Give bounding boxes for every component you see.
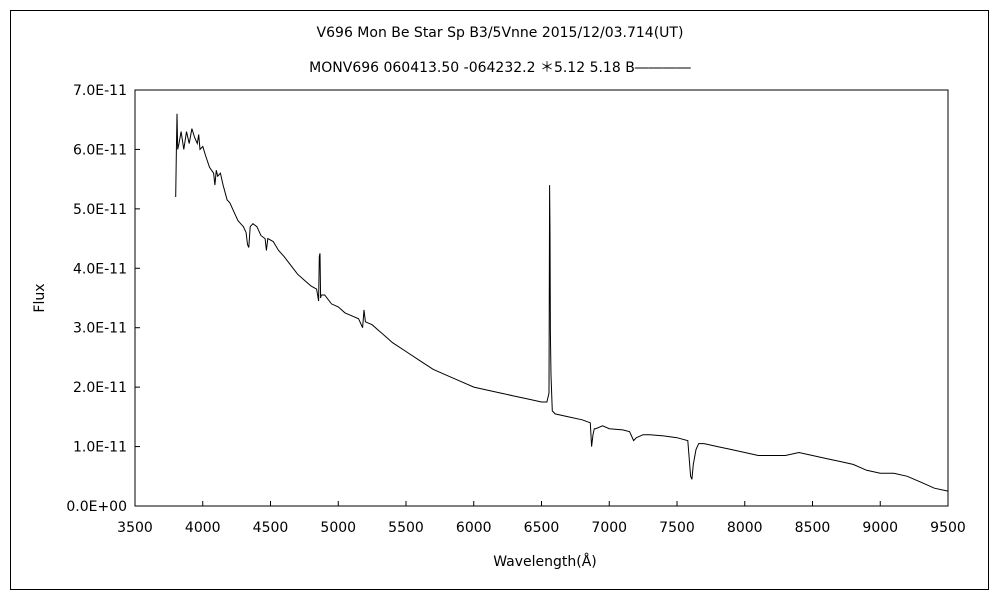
chart-subtitle: MONV696 060413.50 -064232.2 ＊5.12 5.18 B… bbox=[309, 60, 691, 76]
y-tick-label: 7.0E-11 bbox=[73, 83, 127, 99]
y-tick-label: 0.0E+00 bbox=[66, 499, 127, 515]
x-tick-label: 5500 bbox=[388, 520, 424, 536]
chart-title: V696 Mon Be Star Sp B3/5Vnne 2015/12/03.… bbox=[316, 25, 684, 41]
x-tick-label: 4000 bbox=[185, 520, 221, 536]
x-tick-label: 3500 bbox=[117, 520, 153, 536]
x-tick-label: 7000 bbox=[591, 520, 627, 536]
y-tick-label: 4.0E-11 bbox=[73, 261, 127, 277]
x-tick-label: 8000 bbox=[727, 520, 763, 536]
chart-frame bbox=[10, 10, 989, 590]
spectrum-line bbox=[175, 113, 949, 492]
series-group bbox=[175, 113, 949, 492]
x-tick-label: 9500 bbox=[930, 520, 966, 536]
x-tick-label: 6000 bbox=[456, 520, 492, 536]
x-tick-label: 7500 bbox=[659, 520, 695, 536]
x-tick-label: 8500 bbox=[795, 520, 831, 536]
y-axis-label: Flux bbox=[32, 283, 48, 312]
y-tick-label: 3.0E-11 bbox=[73, 321, 127, 337]
x-axis-ticks: 3500 4000 4500 5000 5500 6000 6500 7000 7500 8000… bbox=[117, 501, 966, 536]
x-tick-label: 4500 bbox=[253, 520, 289, 536]
y-tick-label: 6.0E-11 bbox=[73, 142, 127, 158]
x-tick-label: 9000 bbox=[862, 520, 898, 536]
y-tick-label: 5.0E-11 bbox=[73, 202, 127, 218]
y-axis-ticks: 0.0E+00 1.0E-11 2.0E-11 3.0E-11 4.0E-11 5.0E-… bbox=[66, 83, 140, 515]
x-tick-label: 5000 bbox=[320, 520, 356, 536]
x-axis-label: Wavelength(Å) bbox=[493, 553, 597, 570]
x-tick-label: 6500 bbox=[524, 520, 560, 536]
plot-area bbox=[134, 89, 949, 507]
y-tick-label: 2.0E-11 bbox=[73, 380, 127, 396]
y-tick-label: 1.0E-11 bbox=[73, 440, 127, 456]
